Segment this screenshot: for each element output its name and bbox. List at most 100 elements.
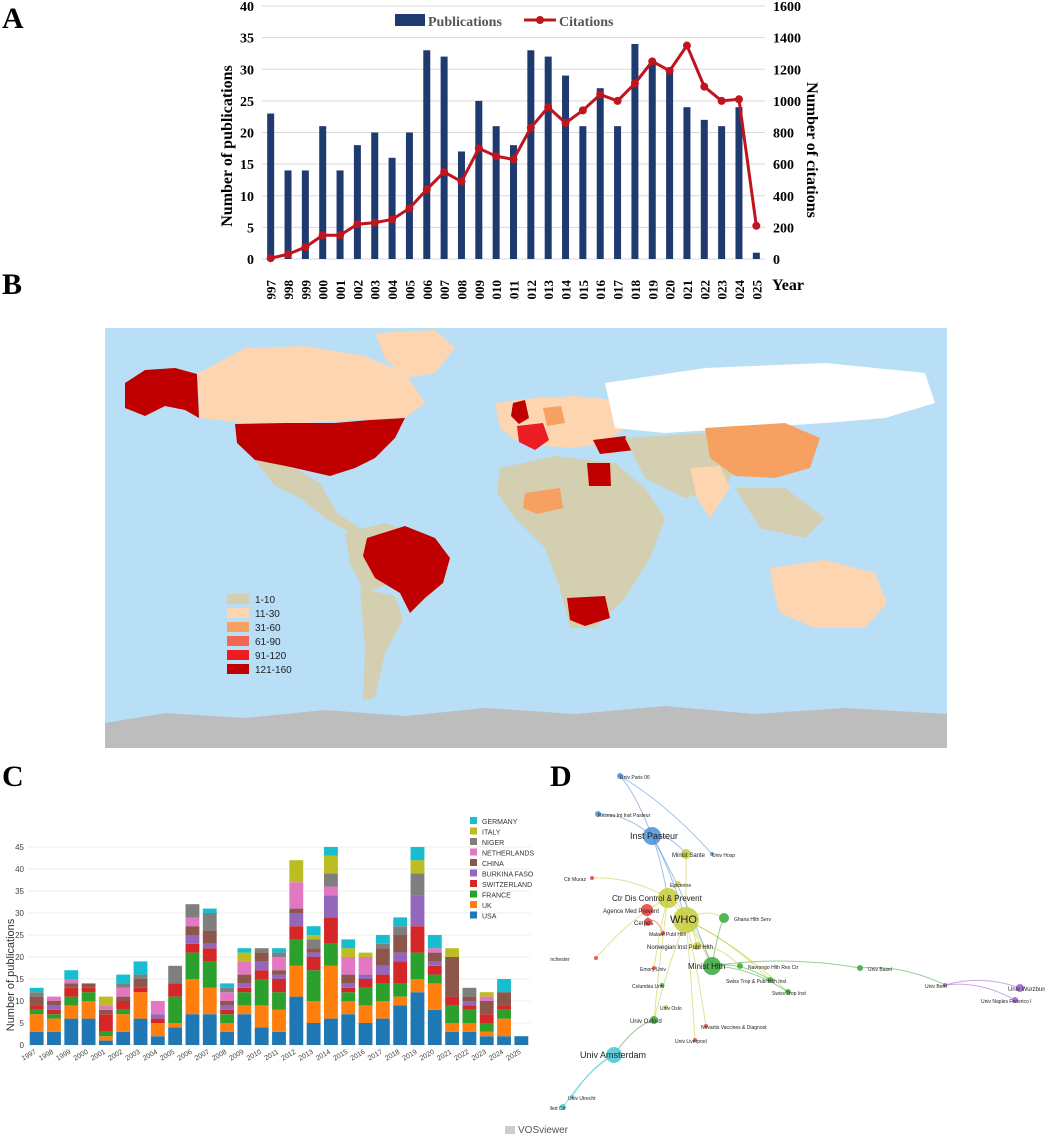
c-bar-segment	[427, 974, 442, 984]
c-bar-segment	[133, 974, 148, 979]
a-ytick-label: 40	[240, 0, 254, 15]
c-bar-segment	[81, 1018, 96, 1045]
c-bar-segment	[462, 1001, 477, 1006]
network-node-label: Malawi Publ Hlth	[649, 932, 686, 938]
network-node	[1012, 997, 1018, 1003]
c-ytick-label: 45	[15, 843, 24, 852]
panel-label-c: C	[2, 760, 24, 793]
c-bar-segment	[202, 930, 217, 944]
australia	[770, 560, 887, 628]
network-node-label: Minist Sante	[672, 853, 706, 859]
network-node-label: Ctr Dis Control & Prevent	[612, 894, 703, 903]
c-bar-segment	[272, 1031, 286, 1045]
c-bar-segment	[462, 1005, 477, 1010]
a-bar-publications	[683, 107, 691, 259]
c-bar-segment	[47, 1031, 61, 1045]
c-bar-segment	[202, 908, 217, 913]
a-ytick-label: 30	[240, 63, 254, 78]
a-bar-publications	[388, 157, 396, 259]
c-bar-segment	[289, 926, 304, 940]
c-ytick-label: 40	[15, 865, 24, 874]
c-bar-segment	[116, 1014, 131, 1032]
a-ytick-label: 25	[240, 95, 254, 110]
c-xtick-label: 2019	[401, 1049, 418, 1063]
map-legend-swatch	[227, 636, 249, 646]
a-citation-point	[440, 168, 449, 177]
c-bar-segment	[410, 860, 425, 874]
c-bar-segment	[306, 948, 321, 953]
c-bar-segment	[324, 917, 338, 944]
a-xtick-label: 2021	[680, 280, 695, 300]
c-bar-segment	[185, 943, 200, 953]
network-node-label: WHO	[670, 914, 697, 926]
a-xtick-label: 2020	[663, 280, 678, 300]
c-bar-segment	[64, 987, 79, 997]
c-bar-segment	[445, 1031, 460, 1045]
c-bar-segment	[324, 873, 338, 887]
c-bar-segment	[168, 996, 183, 1023]
uk	[511, 400, 529, 424]
a-xtick-label: 2013	[541, 280, 556, 301]
c-bar-segment	[220, 1009, 234, 1015]
c-bar-segment	[410, 952, 425, 979]
c-y-axis-label: Number of publications	[5, 918, 17, 1031]
c-bar-segment	[497, 1018, 511, 1037]
a-citation-point	[405, 204, 414, 213]
c-legend-label: SWITZERLAND	[482, 882, 532, 889]
c-legend-swatch	[470, 880, 477, 887]
c-bar-segment	[29, 1005, 44, 1010]
c-bar-segment	[254, 952, 269, 962]
c-bar-segment	[220, 987, 234, 993]
c-bar-segment	[393, 996, 408, 1006]
c-bar-segment	[81, 987, 96, 993]
c-bar-segment	[168, 983, 183, 997]
c-ytick-label: 5	[20, 1019, 25, 1028]
c-bar-segment	[341, 957, 356, 975]
network-node-label: Agence Med Prevent	[603, 909, 659, 915]
network-node	[681, 849, 691, 859]
a-bar-publications	[718, 126, 726, 259]
network-node-label: Univ Utrecht	[568, 1096, 596, 1102]
a-citation-point	[682, 41, 691, 50]
c-xtick-label: 2017	[367, 1049, 384, 1063]
c-bar-segment	[272, 1009, 286, 1032]
network-node-label: Reseau Int Inst Pasteur	[598, 813, 651, 819]
a-ytick-label: 35	[240, 32, 254, 47]
c-bar-segment	[375, 974, 390, 984]
a-bar-publications	[301, 170, 309, 259]
c-bar-segment	[237, 961, 252, 975]
a-citation-point	[474, 144, 483, 153]
network-node	[710, 852, 714, 856]
a-xtick-label: 2012	[524, 280, 539, 300]
a-citation-point	[752, 221, 761, 230]
c-bar-segment	[445, 948, 460, 957]
c-bar-segment	[220, 1031, 234, 1045]
c-bar-segment	[29, 1009, 44, 1015]
c-xtick-label: 1997	[21, 1049, 38, 1063]
a-bar-publications	[527, 50, 535, 260]
c-bar-segment	[341, 939, 356, 949]
c-bar-segment	[220, 992, 234, 1001]
network-edge	[944, 979, 1021, 989]
c-legend-label: FRANCE	[482, 893, 511, 900]
a-citation-point	[665, 66, 674, 75]
network-edge	[859, 967, 946, 986]
a-citation-point	[596, 90, 605, 99]
c-xtick-label: 2021	[436, 1049, 453, 1063]
c-bar-segment	[479, 992, 494, 997]
c-bar-segment	[254, 1005, 269, 1028]
a-bar-publications	[353, 145, 361, 259]
c-bar-segment	[393, 961, 408, 984]
c-xtick-label: 2024	[488, 1049, 505, 1063]
c-bar-segment	[254, 1027, 269, 1045]
a-y2tick-label: 0	[773, 253, 780, 268]
egypt	[587, 463, 611, 486]
c-legend-label: NETHERLANDS	[482, 851, 534, 858]
network-node	[1016, 984, 1024, 992]
a-xtick-label: 2007	[437, 280, 452, 301]
c-xtick-label: 2011	[263, 1049, 280, 1063]
c-bar-segment	[185, 1014, 200, 1045]
a-bar-publications	[492, 126, 500, 259]
network-node	[641, 904, 653, 916]
c-bar-segment	[479, 1023, 494, 1032]
